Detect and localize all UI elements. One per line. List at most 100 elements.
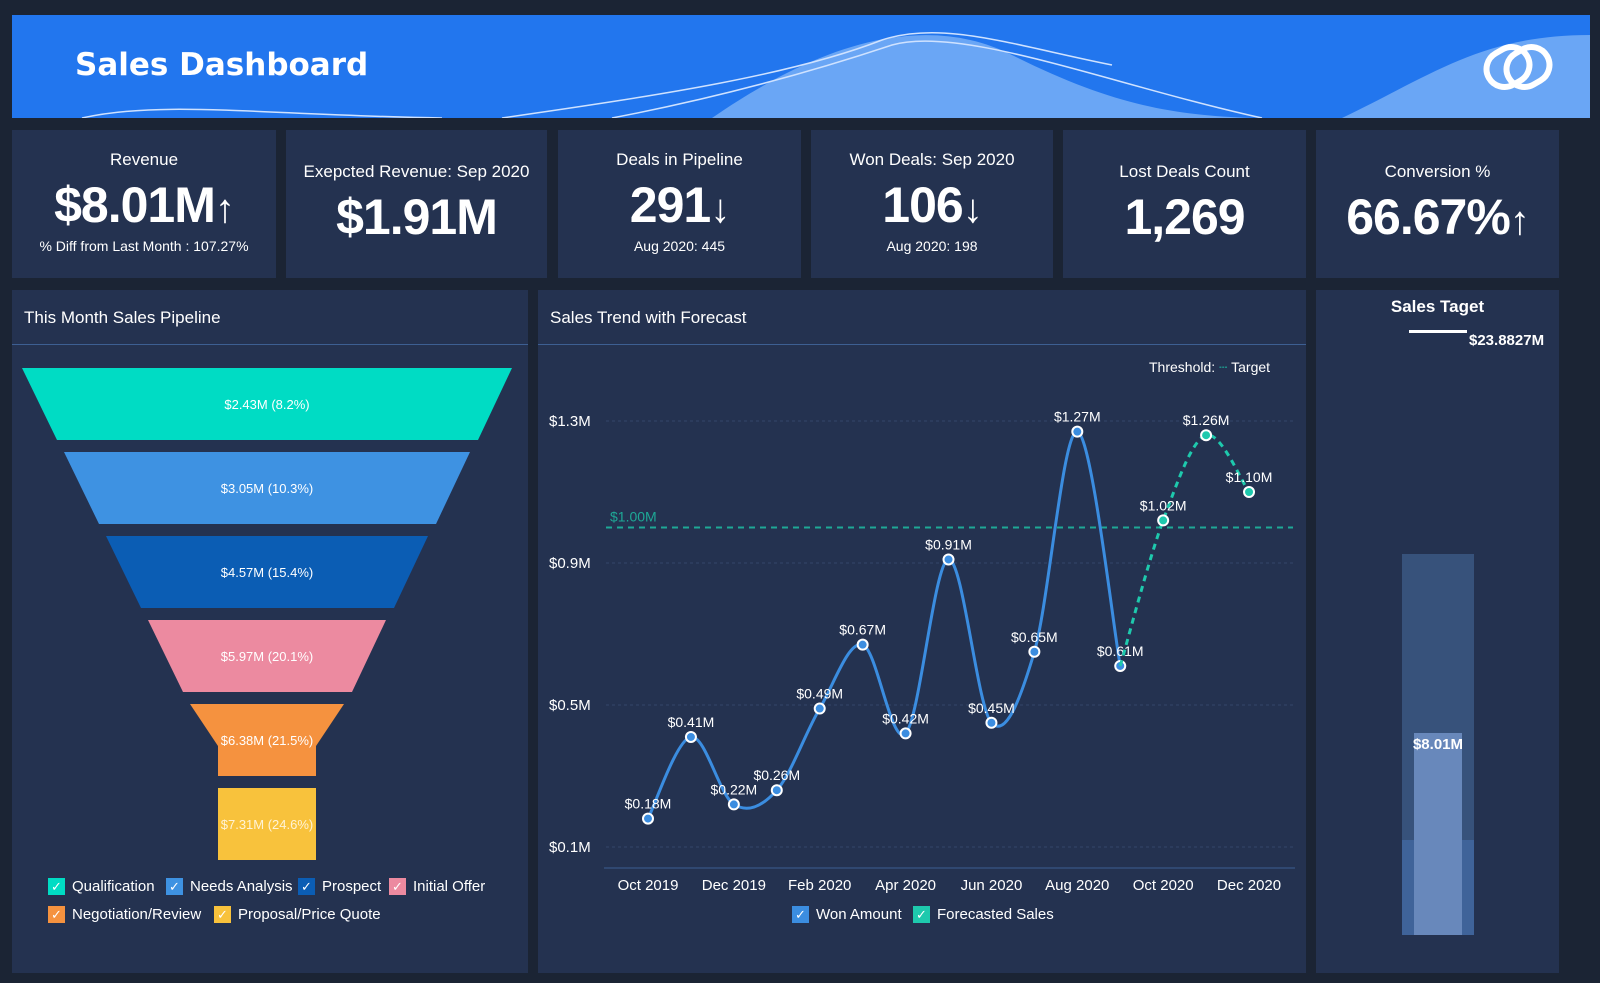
data-label: $1.26M bbox=[1183, 412, 1230, 428]
data-label: $0.91M bbox=[925, 536, 972, 552]
checkbox-icon: ✓ bbox=[389, 878, 406, 895]
actual-value-label: $8.01M bbox=[1412, 736, 1464, 753]
y-tick-label: $1.3M bbox=[549, 413, 591, 430]
x-tick-label: Apr 2020 bbox=[875, 877, 936, 894]
x-tick-label: Oct 2019 bbox=[618, 877, 679, 894]
arrow-down-icon: ↓ bbox=[962, 187, 983, 231]
funnel-stage-negotiation-review[interactable] bbox=[190, 704, 344, 776]
data-label: $1.02M bbox=[1140, 497, 1187, 513]
funnel-stage-prospect[interactable] bbox=[106, 536, 428, 608]
kpi-value: $1.91M bbox=[336, 189, 498, 245]
kpi-conversion: Conversion % 66.67%↑ bbox=[1316, 130, 1559, 278]
legend-label: Needs Analysis bbox=[190, 878, 293, 895]
checkbox-icon: ✓ bbox=[214, 906, 231, 923]
data-point[interactable] bbox=[642, 812, 654, 825]
data-label: $0.41M bbox=[668, 714, 715, 730]
kpi-title: Deals in Pipeline bbox=[616, 150, 743, 169]
x-tick-label: Dec 2019 bbox=[702, 877, 766, 894]
data-point[interactable] bbox=[985, 716, 998, 729]
data-label: $0.26M bbox=[753, 767, 800, 783]
data-label: $0.42M bbox=[882, 710, 929, 726]
funnel-stage-initial-offer[interactable] bbox=[148, 620, 386, 692]
kpi-deals-pipeline: Deals in Pipeline 291↓ Aug 2020: 445 bbox=[558, 130, 801, 278]
trend-chart: $0.1M $0.5M $0.9M $1.3M Oct 2019 Dec 2019 Feb … bbox=[549, 409, 1295, 894]
funnel-stage-qualification[interactable] bbox=[22, 368, 512, 440]
checkbox-icon: ✓ bbox=[792, 906, 809, 923]
target-marker bbox=[1409, 330, 1467, 333]
kpi-lost-deals: Lost Deals Count 1,269 bbox=[1063, 130, 1306, 278]
data-point[interactable] bbox=[1071, 425, 1084, 438]
data-label: $0.67M bbox=[839, 622, 886, 638]
kpi-value: $8.01M bbox=[54, 177, 216, 233]
legend-proposal[interactable]: ✓ Proposal/Price Quote bbox=[214, 906, 381, 923]
y-tick-label: $0.9M bbox=[549, 555, 591, 572]
data-label: $1.10M bbox=[1226, 469, 1273, 485]
x-tick-label: Oct 2020 bbox=[1133, 877, 1194, 894]
legend-label: Negotiation/Review bbox=[72, 906, 202, 923]
y-tick-label: $0.5M bbox=[549, 697, 591, 714]
data-point[interactable] bbox=[942, 553, 955, 566]
data-point[interactable] bbox=[899, 727, 912, 740]
data-point[interactable] bbox=[813, 702, 826, 715]
x-tick-label: Aug 2020 bbox=[1045, 877, 1109, 894]
legend-prospect[interactable]: ✓ Prospect bbox=[298, 878, 381, 895]
funnel-stage-label: $3.05M (10.3%) bbox=[221, 481, 314, 496]
checkbox-icon: ✓ bbox=[298, 878, 315, 895]
legend-needs-analysis[interactable]: ✓ Needs Analysis bbox=[166, 878, 293, 895]
funnel-stage-label: $5.97M (20.1%) bbox=[221, 649, 314, 664]
checkbox-icon: ✓ bbox=[913, 906, 930, 923]
kpi-subtext: Aug 2020: 445 bbox=[633, 238, 726, 254]
legend-initial-offer[interactable]: ✓ Initial Offer bbox=[389, 878, 485, 895]
data-label: $1.27M bbox=[1054, 409, 1101, 425]
funnel-stage-label: $4.57M (15.4%) bbox=[221, 565, 314, 580]
checkbox-icon: ✓ bbox=[48, 878, 65, 895]
kpi-title: Revenue bbox=[109, 150, 179, 169]
kpi-value: 106 bbox=[882, 177, 963, 233]
arrow-down-icon: ↓ bbox=[710, 187, 730, 231]
legend-qualification[interactable]: ✓ Qualification bbox=[48, 878, 155, 895]
arrow-up-icon: ↑ bbox=[214, 187, 235, 231]
data-point[interactable] bbox=[1157, 514, 1170, 527]
kpi-title: Exepcted Revenue: Sep 2020 bbox=[303, 162, 530, 181]
data-label: $0.65M bbox=[1011, 629, 1058, 645]
data-label: $0.18M bbox=[625, 796, 672, 812]
checkbox-icon: ✓ bbox=[48, 906, 65, 923]
data-point[interactable] bbox=[856, 638, 869, 651]
legend-label: Qualification bbox=[72, 878, 155, 895]
data-point[interactable] bbox=[1243, 486, 1256, 498]
kpi-value: 66.67% bbox=[1346, 189, 1511, 245]
legend-label: Proposal/Price Quote bbox=[238, 906, 381, 923]
kpi-subtext: Aug 2020: 198 bbox=[886, 238, 978, 254]
data-label: $0.22M bbox=[711, 781, 758, 797]
legend-label: Initial Offer bbox=[413, 878, 486, 895]
link-rings-icon bbox=[1483, 44, 1553, 90]
threshold-legend-label: Threshold: bbox=[1149, 359, 1216, 375]
funnel-stage-proposal-price-quote[interactable] bbox=[218, 788, 316, 860]
target-panel: Sales Taget $23.8827M $8.01M bbox=[1316, 290, 1559, 973]
threshold-label: $1.00M bbox=[610, 509, 657, 525]
dashboard-header: Sales Dashboard bbox=[12, 15, 1590, 118]
legend-label: Prospect bbox=[322, 878, 382, 895]
kpi-revenue: Revenue $8.01M↑ % Diff from Last Month :… bbox=[12, 130, 276, 278]
legend-negotiation[interactable]: ✓ Negotiation/Review bbox=[48, 906, 201, 923]
funnel-stage-label: $6.38M (21.5%) bbox=[221, 733, 314, 748]
kpi-title: Lost Deals Count bbox=[1119, 162, 1250, 181]
data-point[interactable] bbox=[684, 730, 697, 743]
funnel-chart: $2.43M (8.2%) $3.05M (10.3%) $4.57M (15.4%… bbox=[22, 368, 512, 860]
kpi-won-deals: Won Deals: Sep 2020 106↓ Aug 2020: 198 bbox=[811, 130, 1053, 278]
panel-title: Sales Taget bbox=[1390, 297, 1485, 316]
data-point[interactable] bbox=[770, 784, 783, 797]
target-value-label: $23.8827M bbox=[1469, 332, 1545, 349]
legend-won-amount[interactable]: ✓ Won Amount bbox=[792, 906, 902, 923]
funnel-stage-needs-analysis[interactable] bbox=[64, 452, 470, 524]
arrow-up-icon: ↑ bbox=[1509, 199, 1530, 243]
data-point[interactable] bbox=[727, 798, 740, 811]
legend-label: Forecasted Sales bbox=[937, 906, 1054, 923]
funnel-stage-label: $2.43M (8.2%) bbox=[224, 397, 309, 412]
data-label: $0.49M bbox=[796, 686, 843, 702]
legend-forecasted-sales[interactable]: ✓ Forecasted Sales bbox=[913, 906, 1054, 923]
data-point[interactable] bbox=[1028, 645, 1041, 658]
y-tick-label: $0.1M bbox=[549, 839, 591, 856]
data-point[interactable] bbox=[1200, 429, 1213, 442]
kpi-expected-revenue: Exepcted Revenue: Sep 2020 $1.91M bbox=[286, 130, 547, 278]
